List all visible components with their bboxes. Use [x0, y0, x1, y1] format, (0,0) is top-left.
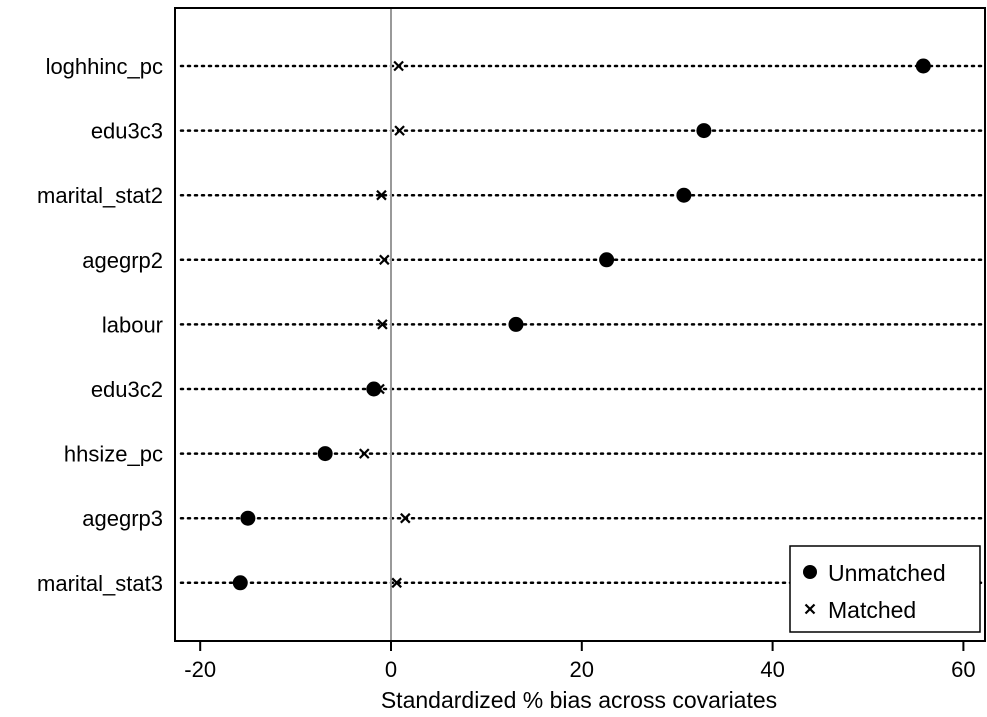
category-label-marital_stat3: marital_stat3: [37, 571, 163, 596]
matched-point-edu3c3: [394, 125, 405, 136]
legend-circle-marker: [803, 565, 817, 579]
unmatched-point-hhsize_pc: [317, 446, 333, 462]
matched-point-labour: [377, 319, 388, 330]
unmatched-point-agegrp3: [240, 510, 256, 526]
matched-point-edu3c2: [374, 383, 385, 395]
x-axis-title: Standardized % bias across covariates: [381, 687, 777, 713]
category-dot-lines: [179, 64, 987, 585]
legend-label-unmatched: Unmatched: [828, 560, 946, 586]
category-label-agegrp3: agegrp3: [82, 506, 163, 531]
unmatched-point-edu3c3: [696, 123, 712, 139]
legend-x-marker: [804, 603, 816, 615]
unmatched-series: [232, 58, 931, 591]
matched-series: [359, 60, 411, 589]
x-axis: -20 0 20 40 60: [184, 641, 976, 682]
x-tick-label: 40: [760, 657, 784, 682]
plot-frame: [174, 7, 986, 642]
matched-point-agegrp3: [400, 512, 411, 524]
x-tick-label: 60: [951, 657, 975, 682]
legend-label-matched: Matched: [828, 597, 916, 623]
unmatched-point-marital_stat2: [676, 187, 692, 203]
legend-x-glyph: [804, 603, 816, 615]
unmatched-point-labour: [508, 316, 524, 332]
x-tick-label: 0: [385, 657, 397, 682]
matched-point-loghhinc_pc: [393, 60, 404, 72]
category-label-hhsize_pc: hhsize_pc: [64, 442, 163, 467]
unmatched-point-marital_stat3: [232, 575, 248, 591]
category-label-loghhinc_pc: loghhinc_pc: [46, 54, 163, 79]
unmatched-point-agegrp2: [599, 252, 615, 268]
x-tick-label: 20: [570, 657, 594, 682]
category-label-agegrp2: agegrp2: [82, 248, 163, 273]
matched-point-marital_stat2: [376, 189, 387, 201]
matched-point-marital_stat3: [391, 577, 403, 589]
category-labels: loghhinc_pc edu3c3 marital_stat2 agegrp2 lab…: [37, 54, 163, 596]
unmatched-point-loghhinc_pc: [915, 58, 931, 74]
matched-point-agegrp2: [379, 254, 390, 266]
matched-point-hhsize_pc: [359, 448, 370, 459]
category-label-labour: labour: [102, 312, 163, 337]
category-label-marital_stat2: marital_stat2: [37, 183, 163, 208]
category-label-edu3c2: edu3c2: [91, 377, 163, 402]
unmatched-point-edu3c2: [366, 381, 382, 397]
category-label-edu3c3: edu3c3: [91, 119, 163, 144]
legend-box: [789, 545, 981, 633]
legend: Unmatched Matched: [789, 545, 981, 633]
x-tick-label: -20: [184, 657, 216, 682]
